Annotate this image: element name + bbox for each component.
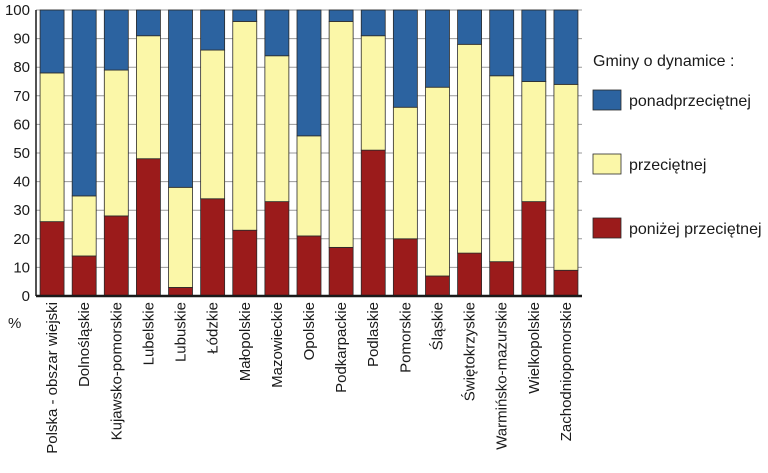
bar-segment bbox=[360, 35, 386, 151]
bar-segment bbox=[360, 9, 386, 37]
x-category-label: Zachodniopomorskie bbox=[558, 302, 575, 441]
bar-segment bbox=[39, 221, 65, 297]
legend-label: ponadprzeciętnej bbox=[629, 93, 751, 110]
bar-segment bbox=[296, 235, 322, 297]
bar-segment bbox=[232, 21, 258, 231]
bar-segment bbox=[232, 9, 258, 22]
bar-segment bbox=[296, 9, 322, 137]
bar-segment bbox=[360, 149, 386, 297]
y-tick-label: 30 bbox=[13, 202, 30, 219]
bar-segment bbox=[489, 261, 515, 297]
bar-segment bbox=[425, 275, 450, 297]
x-category-label: Dolnośląskie bbox=[76, 302, 93, 387]
x-category-label: Podkarpackie bbox=[333, 302, 350, 393]
y-tick-label: 70 bbox=[13, 88, 30, 105]
bar-segment bbox=[264, 9, 290, 57]
bar-segment bbox=[553, 269, 579, 297]
x-category-label: Podlaskie bbox=[365, 302, 382, 367]
legend-swatch bbox=[592, 217, 622, 239]
y-tick-label: 40 bbox=[13, 174, 30, 191]
y-tick-label: 80 bbox=[13, 59, 30, 76]
x-category-label: Polska - obszar wiejski bbox=[44, 302, 61, 454]
x-category-label: Śląskie bbox=[428, 302, 446, 350]
bar-segment bbox=[425, 9, 450, 88]
bar-segment bbox=[521, 9, 547, 82]
bar-segment bbox=[264, 201, 290, 297]
y-tick-label: 10 bbox=[13, 259, 30, 276]
x-category-label: Lubuskie bbox=[173, 302, 190, 362]
bar-segment bbox=[200, 198, 226, 297]
bar-segment bbox=[521, 81, 547, 203]
bar-segment bbox=[168, 9, 193, 188]
bar-segment bbox=[457, 9, 482, 45]
legend-swatch bbox=[592, 153, 622, 175]
x-category-label: Kujawsko-pomorskie bbox=[108, 302, 125, 440]
bar-segment bbox=[457, 252, 482, 297]
y-axis-unit-label: % bbox=[8, 315, 21, 332]
bar-segment bbox=[168, 186, 193, 288]
x-category-label: Mazowieckie bbox=[269, 302, 286, 388]
x-category-labels: Polska - obszar wiejski Dolnośląskie Kujaw… bbox=[44, 302, 575, 454]
bar-segment bbox=[103, 69, 129, 217]
bar-segment bbox=[136, 9, 161, 37]
legend: Gminy o dynamice : ponadprzeciętnej przec… bbox=[592, 53, 762, 239]
bar-segment bbox=[328, 21, 354, 248]
x-category-label: Świętokrzyskie bbox=[461, 302, 479, 401]
x-category-label: Lubelskie bbox=[140, 302, 157, 365]
bar-segment bbox=[103, 215, 129, 297]
y-tick-label: 50 bbox=[13, 145, 30, 162]
bar-segment bbox=[264, 55, 290, 203]
x-category-label: Opolskie bbox=[301, 302, 318, 360]
legend-swatch bbox=[592, 89, 622, 111]
legend-label: poniżej przeciętnej bbox=[629, 221, 762, 238]
bar-segment bbox=[392, 9, 418, 108]
bars bbox=[39, 9, 579, 297]
y-tick-label: 100 bbox=[5, 2, 30, 19]
bar-segment bbox=[39, 72, 65, 223]
bar-segment bbox=[71, 9, 97, 197]
bar-segment bbox=[392, 106, 418, 240]
legend-label: przeciętnej bbox=[629, 157, 706, 174]
y-tick-label: 20 bbox=[13, 231, 30, 248]
x-category-label: Wielkopolskie bbox=[526, 302, 543, 394]
axes bbox=[35, 10, 582, 298]
bar-segment bbox=[136, 35, 161, 160]
bar-segment bbox=[489, 9, 515, 77]
x-category-label: Łódzkie bbox=[205, 302, 222, 354]
bar-segment bbox=[71, 255, 97, 297]
y-tick-labels: 0 10 20 30 40 50 60 70 80 90 100 bbox=[5, 2, 30, 305]
bar-segment bbox=[425, 86, 450, 277]
x-category-label: Pomorskie bbox=[397, 302, 414, 373]
bar-segment bbox=[103, 9, 129, 71]
bar-segment bbox=[296, 135, 322, 237]
bar-segment bbox=[553, 83, 579, 271]
bar-segment bbox=[521, 201, 547, 297]
bar-segment bbox=[457, 43, 482, 254]
y-tick-label: 90 bbox=[13, 31, 30, 48]
y-tick-label: 0 bbox=[22, 288, 30, 305]
x-category-label: Warmińsko-mazurskie bbox=[494, 302, 511, 450]
bar-segment bbox=[200, 49, 226, 200]
x-category-label: Małopolskie bbox=[237, 302, 254, 381]
bar-segment bbox=[232, 229, 258, 297]
bar-segment bbox=[71, 195, 97, 257]
bar-segment bbox=[328, 246, 354, 297]
y-tick-label: 60 bbox=[13, 116, 30, 133]
bar-segment bbox=[136, 158, 161, 297]
bar-segment bbox=[328, 9, 354, 22]
bar-segment bbox=[39, 9, 65, 74]
bar-segment bbox=[392, 238, 418, 297]
bar-segment bbox=[168, 287, 193, 297]
bar-segment bbox=[200, 9, 226, 51]
legend-title: Gminy o dynamice : bbox=[593, 53, 734, 70]
bar-segment bbox=[553, 9, 579, 85]
bar-segment bbox=[489, 75, 515, 263]
